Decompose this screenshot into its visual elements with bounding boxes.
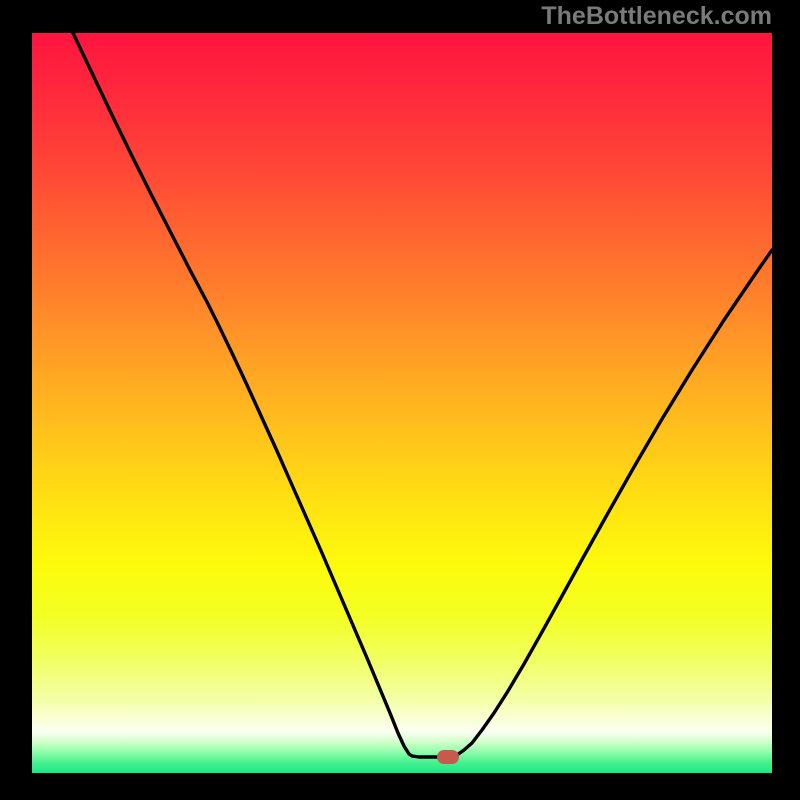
optimal-marker [437,750,459,764]
watermark-text: TheBottleneck.com [541,2,772,31]
plot-area [32,33,772,773]
bottleneck-curve [32,33,772,773]
